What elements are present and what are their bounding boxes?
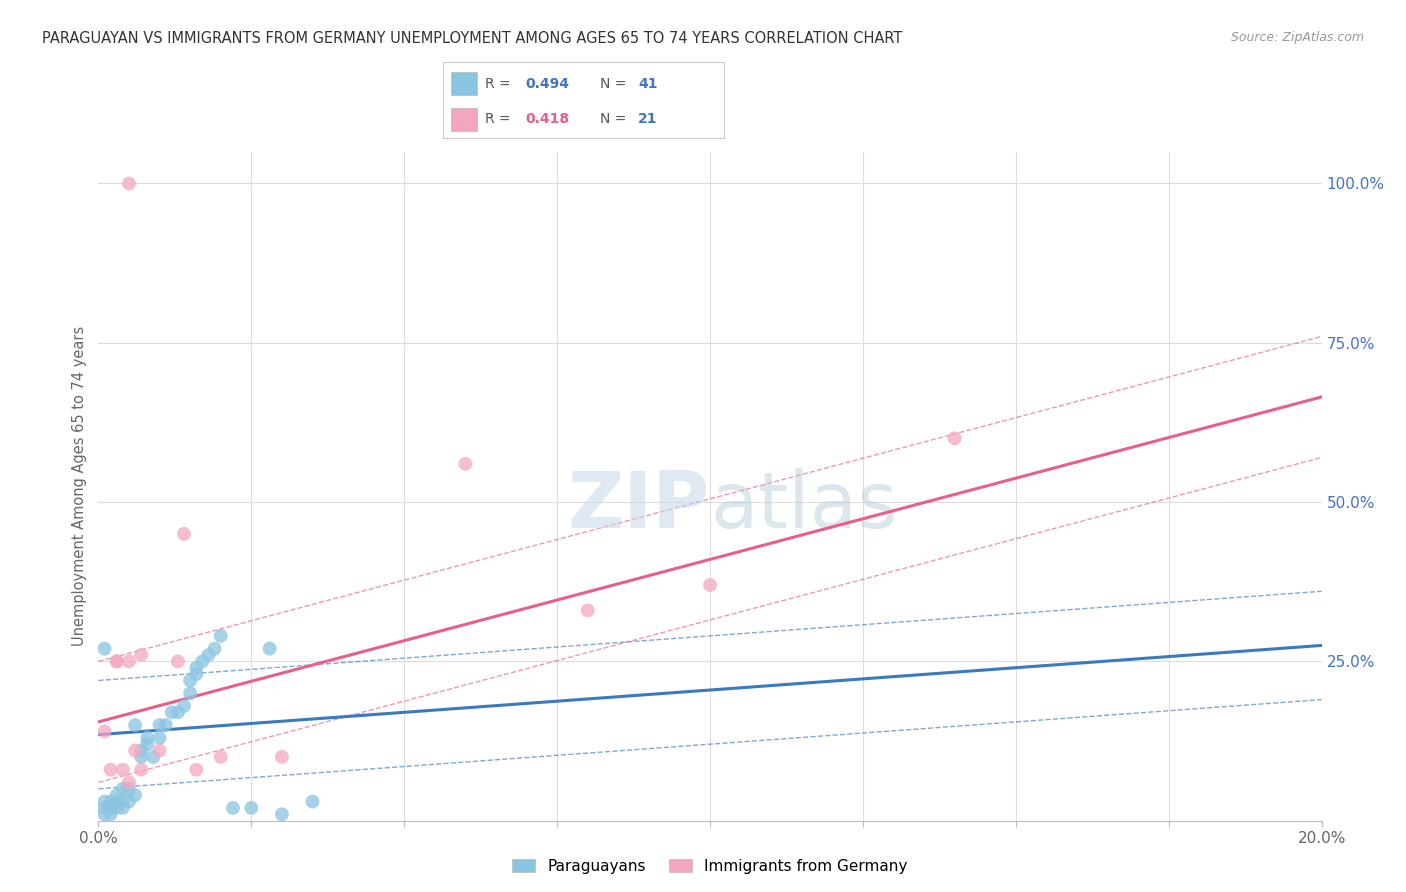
- Paraguayans: [105, 788, 128, 802]
- Paraguayans: [124, 788, 146, 802]
- Immigrants from Germany: [149, 743, 172, 757]
- Immigrants from Germany: [454, 457, 477, 471]
- Legend: Paraguayans, Immigrants from Germany: Paraguayans, Immigrants from Germany: [506, 853, 914, 880]
- Paraguayans: [155, 718, 177, 732]
- Paraguayans: [136, 731, 159, 745]
- Immigrants from Germany: [118, 775, 141, 789]
- Immigrants from Germany: [129, 763, 152, 777]
- Paraguayans: [173, 698, 195, 713]
- Text: R =: R =: [485, 77, 510, 91]
- Immigrants from Germany: [105, 654, 128, 668]
- Paraguayans: [179, 686, 201, 700]
- Text: 21: 21: [638, 112, 658, 127]
- Text: Source: ZipAtlas.com: Source: ZipAtlas.com: [1230, 31, 1364, 45]
- Paraguayans: [124, 718, 146, 732]
- Paraguayans: [100, 807, 122, 822]
- Immigrants from Germany: [943, 431, 966, 445]
- Immigrants from Germany: [105, 654, 128, 668]
- Paraguayans: [105, 801, 128, 815]
- Text: R =: R =: [485, 112, 510, 127]
- Paraguayans: [111, 795, 134, 809]
- Paraguayans: [142, 750, 165, 764]
- Immigrants from Germany: [118, 654, 141, 668]
- Immigrants from Germany: [118, 177, 141, 191]
- Paraguayans: [160, 706, 183, 720]
- Paraguayans: [186, 661, 208, 675]
- Paraguayans: [100, 801, 122, 815]
- Paraguayans: [222, 801, 245, 815]
- Paraguayans: [118, 795, 141, 809]
- Immigrants from Germany: [209, 750, 232, 764]
- Paraguayans: [191, 654, 214, 668]
- Y-axis label: Unemployment Among Ages 65 to 74 years: Unemployment Among Ages 65 to 74 years: [72, 326, 87, 647]
- Paraguayans: [93, 807, 115, 822]
- Paraguayans: [186, 667, 208, 681]
- Immigrants from Germany: [173, 527, 195, 541]
- Immigrants from Germany: [167, 654, 190, 668]
- Paraguayans: [301, 795, 323, 809]
- Text: ZIP: ZIP: [568, 468, 710, 544]
- Paraguayans: [240, 801, 263, 815]
- Paraguayans: [179, 673, 201, 688]
- Paraguayans: [204, 641, 226, 656]
- Immigrants from Germany: [100, 763, 122, 777]
- Paraguayans: [111, 801, 134, 815]
- Paraguayans: [111, 781, 134, 796]
- Paraguayans: [167, 706, 190, 720]
- Text: 0.494: 0.494: [526, 77, 569, 91]
- Paraguayans: [93, 795, 115, 809]
- Paraguayans: [209, 629, 232, 643]
- Paraguayans: [100, 795, 122, 809]
- Paraguayans: [259, 641, 281, 656]
- Paraguayans: [93, 641, 115, 656]
- Paraguayans: [136, 737, 159, 751]
- Paraguayans: [105, 795, 128, 809]
- Immigrants from Germany: [124, 743, 146, 757]
- Immigrants from Germany: [699, 578, 721, 592]
- Text: PARAGUAYAN VS IMMIGRANTS FROM GERMANY UNEMPLOYMENT AMONG AGES 65 TO 74 YEARS COR: PARAGUAYAN VS IMMIGRANTS FROM GERMANY UN…: [42, 31, 903, 46]
- Paraguayans: [149, 718, 172, 732]
- FancyBboxPatch shape: [451, 108, 477, 130]
- Paraguayans: [270, 807, 292, 822]
- Paraguayans: [149, 731, 172, 745]
- Text: N =: N =: [600, 112, 627, 127]
- Immigrants from Germany: [270, 750, 292, 764]
- Paraguayans: [129, 750, 152, 764]
- Immigrants from Germany: [93, 724, 115, 739]
- Immigrants from Germany: [576, 603, 599, 617]
- Immigrants from Germany: [111, 763, 134, 777]
- Text: 41: 41: [638, 77, 658, 91]
- Paraguayans: [197, 648, 219, 662]
- Paraguayans: [129, 743, 152, 757]
- Text: N =: N =: [600, 77, 627, 91]
- Text: atlas: atlas: [710, 468, 897, 544]
- FancyBboxPatch shape: [451, 72, 477, 95]
- Immigrants from Germany: [129, 648, 152, 662]
- Paraguayans: [118, 781, 141, 796]
- Paraguayans: [93, 801, 115, 815]
- Immigrants from Germany: [186, 763, 208, 777]
- Text: 0.418: 0.418: [526, 112, 569, 127]
